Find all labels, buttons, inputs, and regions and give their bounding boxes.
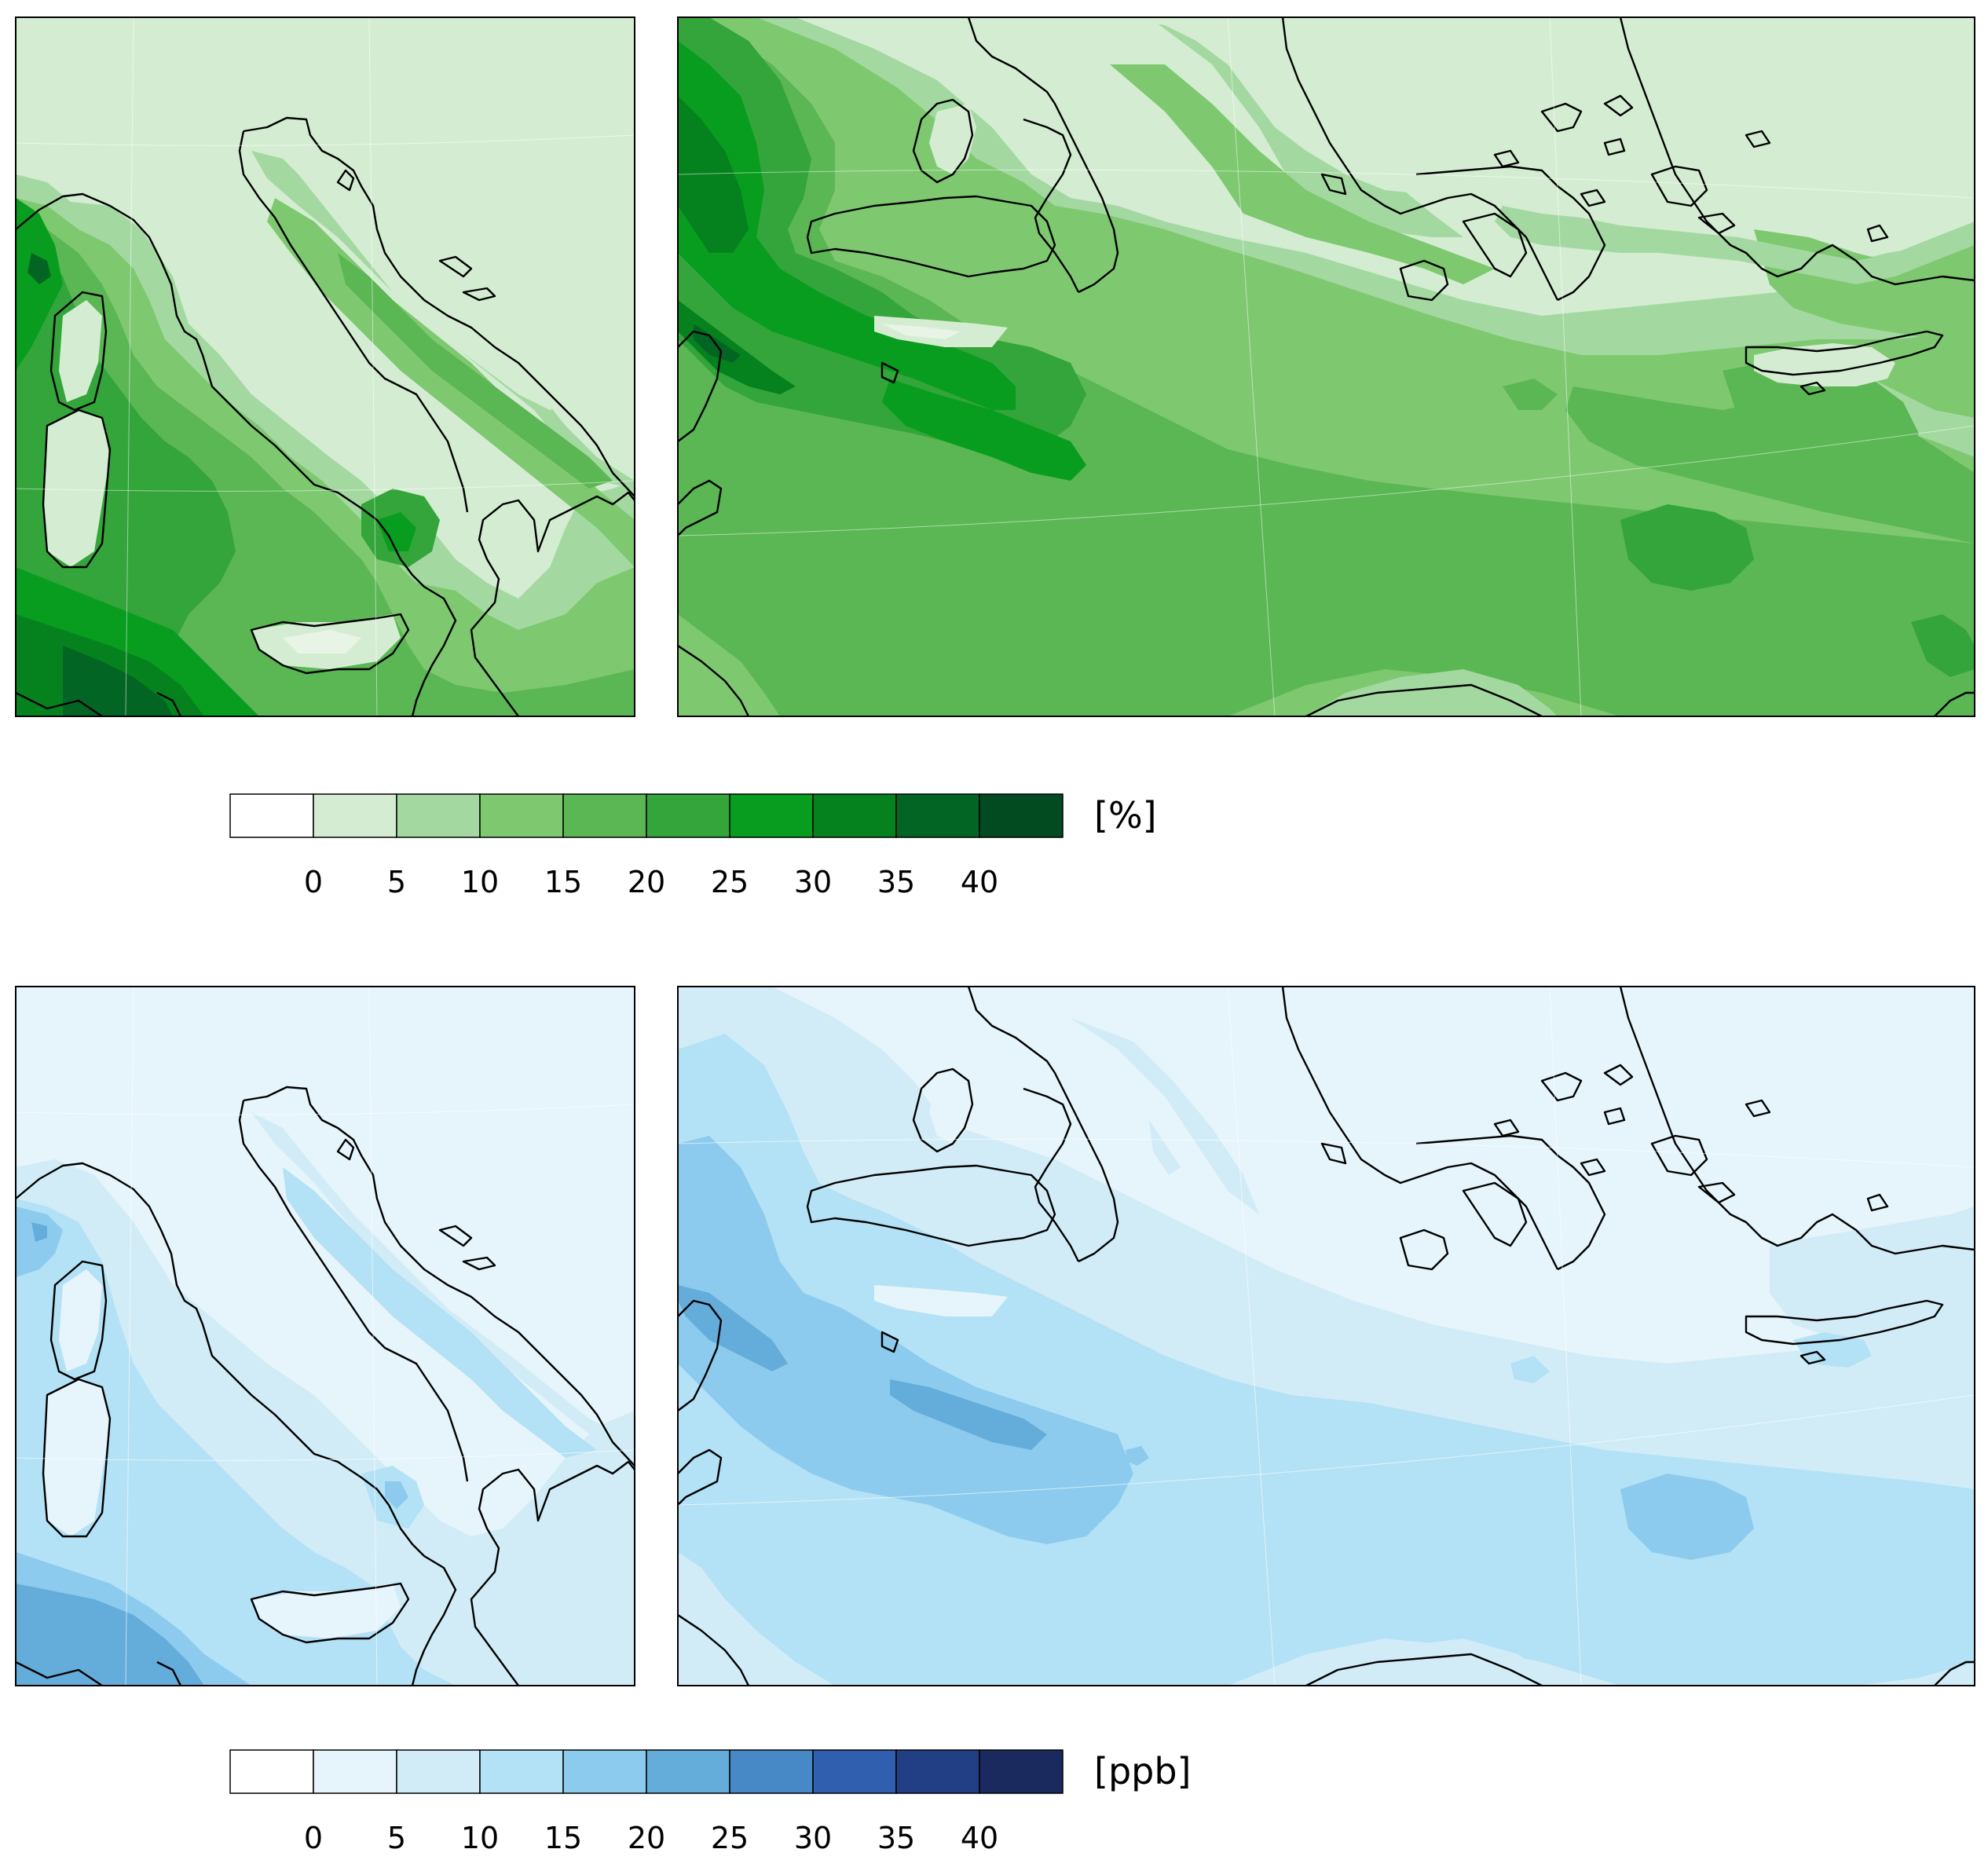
colorbar-percent-tick-label: 5 xyxy=(387,865,406,899)
colorbar-percent-tick-label: 40 xyxy=(961,865,998,899)
colorbar-ppb-swatch xyxy=(396,1749,481,1794)
colorbar-percent-swatch xyxy=(396,793,481,838)
italy-percent-map xyxy=(15,16,635,717)
colorbar-percent-unit: [%] xyxy=(1094,794,1157,837)
colorbar-ppb-swatch xyxy=(729,1749,814,1794)
colorbar-percent-tick-label: 20 xyxy=(628,865,665,899)
colorbar-ppb: 0 5 10 15 20 25 30 35 40 [ppb] xyxy=(229,1749,1192,1855)
colorbar-percent: 0 5 10 15 20 25 30 35 40 [%] xyxy=(229,793,1157,899)
colorbar-percent-swatch xyxy=(479,793,564,838)
colorbar-percent-swatch xyxy=(562,793,647,838)
colorbar-percent-swatch xyxy=(979,793,1064,838)
colorbar-ppb-swatch xyxy=(479,1749,564,1794)
colorbar-percent-tick-label: 25 xyxy=(711,865,749,899)
colorbar-ppb-tick-label: 5 xyxy=(387,1821,406,1855)
colorbar-percent-swatch xyxy=(812,793,897,838)
colorbar-percent-tick-label: 15 xyxy=(544,865,582,899)
colorbar-ppb-swatch xyxy=(562,1749,647,1794)
colorbar-ppb-swatch xyxy=(313,1749,397,1794)
colorbar-ppb-tick-label: 10 xyxy=(461,1821,499,1855)
colorbar-percent-tick-label: 10 xyxy=(461,865,499,899)
italy-ppb-map xyxy=(15,986,635,1686)
med-ppb-map xyxy=(677,986,1975,1686)
colorbar-percent-tick-label: 30 xyxy=(794,865,832,899)
colorbar-ppb-swatch xyxy=(812,1749,897,1794)
colorbar-ppb-tick-label: 0 xyxy=(304,1821,323,1855)
colorbar-ppb-swatch xyxy=(895,1749,980,1794)
colorbar-ppb-tick-label: 15 xyxy=(544,1821,582,1855)
colorbar-percent-tick-label: 35 xyxy=(877,865,915,899)
colorbar-ppb-tick-label: 30 xyxy=(794,1821,832,1855)
colorbar-ppb-swatch xyxy=(229,1749,314,1794)
colorbar-percent-swatch xyxy=(313,793,397,838)
colorbar-ppb-swatch xyxy=(979,1749,1064,1794)
colorbar-percent-swatch xyxy=(729,793,814,838)
colorbar-ppb-tick-label: 35 xyxy=(877,1821,915,1855)
colorbar-ppb-tick-label: 20 xyxy=(628,1821,665,1855)
med-percent-map xyxy=(677,16,1975,717)
colorbar-ppb-tick-label: 25 xyxy=(711,1821,749,1855)
colorbar-percent-swatch xyxy=(229,793,314,838)
colorbar-percent-swatch xyxy=(895,793,980,838)
colorbar-percent-swatch xyxy=(646,793,730,838)
colorbar-ppb-unit: [ppb] xyxy=(1094,1750,1192,1792)
colorbar-percent-tick-label: 0 xyxy=(304,865,323,899)
colorbar-ppb-swatch xyxy=(646,1749,730,1794)
colorbar-ppb-tick-label: 40 xyxy=(961,1821,998,1855)
